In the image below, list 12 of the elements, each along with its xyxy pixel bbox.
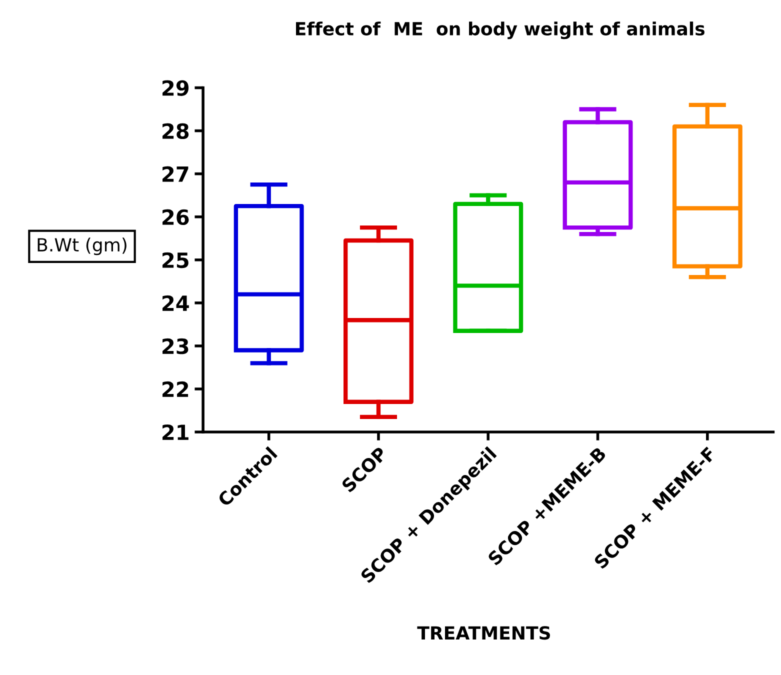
y-tick-label: 24 xyxy=(162,295,189,311)
y-tick-label: 27 xyxy=(162,166,188,182)
y-tick-label: 21 xyxy=(162,424,188,440)
y-tick-label: 25 xyxy=(162,252,188,268)
y-axis-title: B.Wt (gm) xyxy=(38,238,126,256)
y-tick-label: 22 xyxy=(162,381,188,397)
x-axis-title: TREATMENTS xyxy=(417,626,550,640)
y-tick-label: 29 xyxy=(162,80,189,96)
y-tick-label: 26 xyxy=(162,209,189,226)
chart-title: Effect of ME on body weight of animals xyxy=(296,22,704,40)
y-tick-label: 28 xyxy=(162,123,189,139)
y-tick-label: 23 xyxy=(162,338,188,354)
